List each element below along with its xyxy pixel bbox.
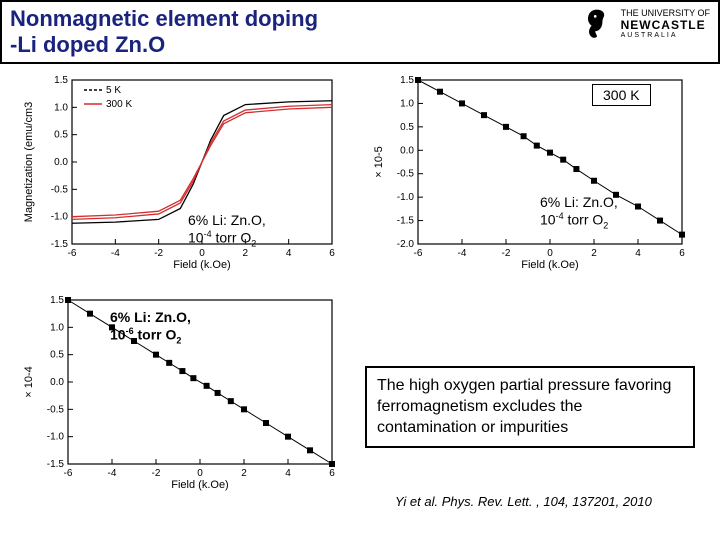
university-logo: THE UNIVERSITY OF NEWCASTLE AUSTRALIA bbox=[579, 6, 710, 42]
svg-text:6: 6 bbox=[679, 248, 685, 259]
svg-text:-1.0: -1.0 bbox=[47, 432, 65, 443]
svg-text:2: 2 bbox=[591, 248, 597, 259]
svg-text:-1.5: -1.5 bbox=[397, 216, 415, 227]
svg-text:0: 0 bbox=[197, 468, 203, 479]
svg-text:1.0: 1.0 bbox=[400, 98, 414, 109]
svg-text:Magnetization (emu/cm3: Magnetization (emu/cm3 bbox=[23, 102, 35, 222]
svg-text:1.0: 1.0 bbox=[50, 322, 64, 333]
logo-text: THE UNIVERSITY OF NEWCASTLE AUSTRALIA bbox=[621, 9, 710, 40]
svg-text:1.0: 1.0 bbox=[54, 102, 68, 113]
svg-text:0.5: 0.5 bbox=[54, 130, 68, 141]
svg-text:-2: -2 bbox=[154, 248, 163, 259]
svg-text:1.5: 1.5 bbox=[54, 75, 68, 86]
svg-text:4: 4 bbox=[286, 248, 292, 259]
svg-text:-2.0: -2.0 bbox=[397, 239, 415, 250]
svg-text:-4: -4 bbox=[108, 468, 117, 479]
slide-title: Nonmagnetic element doping -Li doped Zn.… bbox=[10, 6, 318, 59]
annot-tr: 6% Li: Zn.O, 10-4 torr O2 bbox=[540, 194, 618, 231]
temperature-label: 300 K bbox=[592, 84, 651, 106]
svg-text:6: 6 bbox=[329, 248, 335, 259]
svg-text:4: 4 bbox=[635, 248, 641, 259]
svg-text:2: 2 bbox=[241, 468, 247, 479]
svg-text:-6: -6 bbox=[414, 248, 423, 259]
svg-text:0: 0 bbox=[547, 248, 553, 259]
svg-text:0.0: 0.0 bbox=[400, 145, 414, 156]
svg-text:Field (k.Oe): Field (k.Oe) bbox=[171, 479, 228, 491]
svg-text:-0.5: -0.5 bbox=[51, 184, 69, 195]
svg-text:0.5: 0.5 bbox=[400, 122, 414, 133]
annot-bl-l1: 6% Li: Zn.O, bbox=[110, 309, 191, 326]
citation: Yi et al. Phys. Rev. Lett. , 104, 137201… bbox=[395, 494, 652, 509]
svg-text:× 10-4: × 10-4 bbox=[23, 366, 35, 398]
svg-text:4: 4 bbox=[285, 468, 291, 479]
svg-text:Field (k.Oe): Field (k.Oe) bbox=[173, 259, 230, 271]
svg-text:-1.5: -1.5 bbox=[47, 459, 65, 470]
svg-text:-6: -6 bbox=[64, 468, 73, 479]
svg-text:2: 2 bbox=[243, 248, 249, 259]
title-line1: Nonmagnetic element doping bbox=[10, 6, 318, 32]
annot-bl-l2: 10-6 torr O2 bbox=[110, 326, 191, 346]
svg-text:0: 0 bbox=[199, 248, 205, 259]
conclusion-text: The high oxygen partial pressure favorin… bbox=[377, 377, 671, 436]
svg-text:300 K: 300 K bbox=[106, 99, 132, 110]
svg-text:-2: -2 bbox=[502, 248, 511, 259]
svg-text:Field (k.Oe): Field (k.Oe) bbox=[521, 259, 578, 271]
annot-tr-l1: 6% Li: Zn.O, bbox=[540, 194, 618, 211]
citation-text: Yi et al. Phys. Rev. Lett. , 104, 137201… bbox=[395, 494, 652, 509]
svg-text:-2: -2 bbox=[152, 468, 161, 479]
svg-text:× 10-5: × 10-5 bbox=[373, 146, 385, 178]
conclusion-box: The high oxygen partial pressure favorin… bbox=[365, 366, 695, 448]
svg-text:-4: -4 bbox=[458, 248, 467, 259]
seahorse-icon bbox=[579, 6, 615, 42]
svg-text:1.5: 1.5 bbox=[50, 295, 64, 306]
svg-text:6: 6 bbox=[329, 468, 335, 479]
temp-value: 300 K bbox=[603, 87, 640, 103]
chart-hysteresis: -6 -4 -2 0 2 4 6 -1.5 -1.0 -0.5 0.0 0.5 1.0 1.5 Field … bbox=[20, 72, 340, 272]
svg-text:-6: -6 bbox=[68, 248, 77, 259]
svg-text:0.5: 0.5 bbox=[50, 350, 64, 361]
svg-text:1.5: 1.5 bbox=[400, 75, 414, 86]
annot-tr-l2: 10-4 torr O2 bbox=[540, 211, 618, 231]
logo-main: NEWCASTLE bbox=[621, 19, 710, 32]
content-area: -6 -4 -2 0 2 4 6 -1.5 -1.0 -0.5 0.0 0.5 1.0 1.5 Field … bbox=[0, 64, 720, 540]
annot-tl: 6% Li: Zn.O, 10-4 torr O2 bbox=[188, 212, 266, 249]
svg-text:-0.5: -0.5 bbox=[47, 404, 65, 415]
svg-text:-0.5: -0.5 bbox=[397, 169, 415, 180]
annot-tl-l1: 6% Li: Zn.O, bbox=[188, 212, 266, 229]
title-line2: -Li doped Zn.O bbox=[10, 32, 318, 58]
svg-text:-1.0: -1.0 bbox=[397, 192, 415, 203]
header: Nonmagnetic element doping -Li doped Zn.… bbox=[0, 0, 720, 64]
svg-text:0.0: 0.0 bbox=[54, 157, 68, 168]
svg-text:-4: -4 bbox=[111, 248, 120, 259]
annot-tl-l2: 10-4 torr O2 bbox=[188, 229, 266, 249]
svg-text:-1.0: -1.0 bbox=[51, 212, 69, 223]
annot-bl: 6% Li: Zn.O, 10-6 torr O2 bbox=[110, 309, 191, 346]
svg-text:0.0: 0.0 bbox=[50, 377, 64, 388]
svg-text:5 K: 5 K bbox=[106, 85, 121, 96]
logo-sub: AUSTRALIA bbox=[621, 32, 710, 40]
svg-text:-1.5: -1.5 bbox=[51, 239, 69, 250]
